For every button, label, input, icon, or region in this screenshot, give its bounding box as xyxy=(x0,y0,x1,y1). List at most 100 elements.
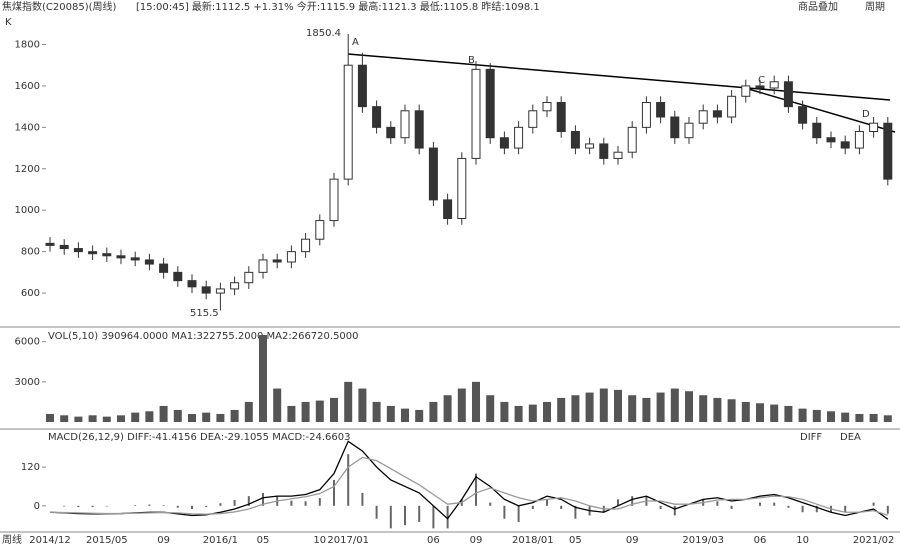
volume-bar xyxy=(713,397,722,422)
candle-body xyxy=(656,102,666,118)
candle-body xyxy=(258,259,268,273)
candle-body xyxy=(286,251,296,263)
volume-bar xyxy=(315,400,324,422)
y-tick-label: 1200 xyxy=(15,164,40,175)
volume-bar xyxy=(543,401,551,422)
candle-body xyxy=(698,110,708,124)
volume-bar xyxy=(401,408,409,422)
candle-body xyxy=(741,85,751,97)
button[interactable]: 商品叠加 xyxy=(798,0,838,13)
volume-bar xyxy=(528,404,537,422)
volume-bar xyxy=(685,391,693,422)
volume-bar xyxy=(74,416,83,422)
x-tick-label: 05 xyxy=(257,535,270,545)
y-tick-label: 6000 xyxy=(15,337,40,348)
y-tick-label: 1000 xyxy=(15,205,40,216)
candle-body xyxy=(215,288,225,294)
volume-bar xyxy=(727,399,736,422)
volume-bar xyxy=(571,395,580,422)
volume-bar xyxy=(628,395,637,422)
candle-body xyxy=(428,147,438,201)
volume-bar xyxy=(585,392,594,422)
candle-body xyxy=(627,126,637,153)
button[interactable]: 周期 xyxy=(865,1,885,13)
candle-body xyxy=(187,280,197,288)
candle-body xyxy=(499,137,509,149)
candle-body xyxy=(343,64,353,180)
candle-body xyxy=(826,137,836,143)
volume-bar xyxy=(415,409,424,422)
candle-body xyxy=(641,102,651,128)
title: 焦煤指数(C20085)(周线) xyxy=(2,0,116,13)
volume-bar xyxy=(244,401,253,422)
candle-body xyxy=(386,126,396,139)
volume-bar xyxy=(173,409,182,422)
volume-bar xyxy=(486,395,495,422)
x-tick-label: 2019/03 xyxy=(682,535,724,545)
candle-body xyxy=(471,68,481,159)
candle-body xyxy=(556,102,566,132)
volume-bar xyxy=(841,412,850,422)
candle-body xyxy=(869,122,879,133)
volume-bar xyxy=(344,381,353,422)
volume-bar xyxy=(273,388,282,422)
annotation: A xyxy=(352,37,359,48)
candle-body xyxy=(542,102,552,112)
axis-label: K xyxy=(5,17,12,28)
legend-entry: DIFF xyxy=(800,432,822,443)
candle-body xyxy=(301,238,311,253)
volume-bar xyxy=(656,392,665,422)
y-tick-label: 800 xyxy=(21,247,40,258)
volume-bar xyxy=(855,413,864,422)
candle-body xyxy=(130,257,140,261)
volume-bar xyxy=(599,388,608,422)
x-tick-label: 2017/01 xyxy=(327,535,369,545)
volume-bar xyxy=(287,405,296,422)
volume-bar xyxy=(46,413,54,422)
volume-bar xyxy=(642,397,651,422)
volume-bar xyxy=(770,404,779,422)
x-tick-label: 09 xyxy=(157,535,170,545)
trend-line xyxy=(347,53,891,101)
candle-body xyxy=(528,110,538,128)
x-tick-label: 10 xyxy=(796,535,809,545)
volume-bar xyxy=(741,401,750,422)
volume-bar xyxy=(827,411,835,422)
volume-bar xyxy=(301,401,310,422)
candle-body xyxy=(73,248,83,253)
candle-body xyxy=(230,282,240,290)
candle-body xyxy=(102,253,112,257)
volume-bar xyxy=(699,395,708,422)
candle-body xyxy=(840,141,850,149)
x-tick-label: 10 xyxy=(313,535,326,545)
volume-bar xyxy=(429,401,438,422)
candle-body xyxy=(670,116,680,139)
annotation: D xyxy=(862,109,870,120)
volume-bar xyxy=(798,408,807,422)
y-tick-label: 1400 xyxy=(15,122,40,133)
volume-bar xyxy=(557,397,566,422)
volume-bar xyxy=(88,415,97,422)
volume-bar xyxy=(670,388,679,422)
volume-bar xyxy=(230,409,239,422)
x-tick-label: 09 xyxy=(626,535,639,545)
y-tick-label: 0 xyxy=(34,501,40,512)
volume-bar xyxy=(883,415,892,422)
volume-bar xyxy=(131,412,140,422)
candle-body xyxy=(883,122,893,180)
volume-bar xyxy=(372,401,381,422)
candle-body xyxy=(570,131,580,149)
y-tick-label: 1800 xyxy=(15,40,40,51)
volume-bar xyxy=(145,411,154,422)
candle-body xyxy=(173,271,183,282)
y-tick-label: 600 xyxy=(21,288,40,299)
period-label: 周线 xyxy=(2,533,22,545)
annotation: 1850.4 xyxy=(306,28,341,39)
candle-body xyxy=(59,244,69,250)
candle-body xyxy=(159,263,169,273)
panel-title: MACD(26,12,9) DIFF:-41.4156 DEA:-29.1055… xyxy=(48,432,351,443)
candle-body xyxy=(485,68,495,139)
annotation: C xyxy=(758,75,765,86)
volume-bar xyxy=(784,405,793,422)
